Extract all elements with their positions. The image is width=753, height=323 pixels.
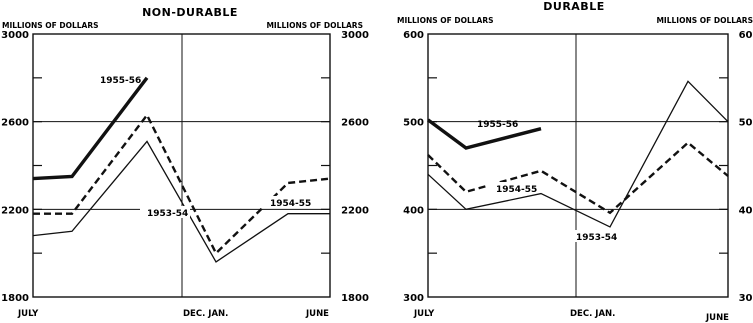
series-label-background bbox=[140, 206, 190, 218]
y-tick-label-left: 500 bbox=[403, 118, 424, 129]
series-line-1954-55 bbox=[427, 141, 729, 215]
y-unit-left: MILLIONS OF DOLLARS bbox=[397, 16, 494, 25]
y-tick-label-right: 400 bbox=[739, 205, 753, 216]
y-tick-label-left: 2200 bbox=[1, 205, 29, 216]
y-unit-right: MILLIONS OF DOLLARS bbox=[266, 21, 363, 30]
series-label: 1953-54 bbox=[147, 209, 188, 219]
x-tick-label: JUNE bbox=[705, 313, 729, 323]
series-label-background bbox=[568, 230, 620, 242]
series-line-1953-54 bbox=[427, 80, 729, 228]
y-tick-label-left: 600 bbox=[403, 30, 424, 41]
y-tick-label-right: 300 bbox=[739, 293, 753, 304]
y-tick-label-right: 2600 bbox=[341, 118, 369, 129]
series-label-background bbox=[488, 182, 544, 194]
durable-chart: DURABLE MILLIONS OF DOLLARS MILLIONS OF DO… bbox=[397, 0, 753, 323]
y-tick-label-left: 400 bbox=[403, 205, 424, 216]
y-tick-label-left: 300 bbox=[403, 293, 424, 304]
y-tick-label-right: 600 bbox=[739, 30, 753, 41]
series-label: 1955-56 bbox=[100, 76, 141, 86]
series-line-1953-54 bbox=[32, 140, 330, 263]
series-label: 1954-55 bbox=[270, 199, 311, 209]
series-line-1955-56 bbox=[32, 76, 149, 181]
y-tick-label-right: 1800 bbox=[341, 293, 369, 304]
y-tick-label-left: 3000 bbox=[1, 30, 29, 41]
chart-title: NON-DURABLE bbox=[142, 6, 238, 19]
series-label: 1953-54 bbox=[576, 233, 617, 243]
y-tick-label-right: 2200 bbox=[341, 205, 369, 216]
x-tick-label: DEC. JAN. bbox=[570, 309, 615, 319]
series-label-background bbox=[260, 196, 320, 208]
y-unit-right: MILLIONS OF DOLLARS bbox=[656, 16, 753, 25]
plot-frame bbox=[427, 33, 729, 298]
non-durable-chart: NON-DURABLE MILLIONS OF DOLLARS MILLIONS O… bbox=[1, 6, 369, 319]
y-unit-left: MILLIONS OF DOLLARS bbox=[2, 21, 99, 30]
series-label: 1955-56 bbox=[477, 120, 518, 130]
y-tick-label-left: 2600 bbox=[1, 118, 29, 129]
x-tick-label: DEC. JAN. bbox=[183, 309, 228, 319]
series-line-1955-56 bbox=[426, 118, 542, 150]
series-label: 1954-55 bbox=[496, 185, 537, 195]
y-tick-label-left: 1800 bbox=[1, 293, 29, 304]
x-tick-label: JULY bbox=[413, 309, 435, 319]
x-tick-label: JUNE bbox=[305, 309, 329, 319]
y-tick-label-right: 500 bbox=[739, 118, 753, 129]
series-line-1954-55 bbox=[33, 112, 331, 256]
chart-title: DURABLE bbox=[543, 0, 604, 13]
y-tick-label-right: 3000 bbox=[341, 30, 369, 41]
x-tick-label: JULY bbox=[17, 309, 39, 319]
